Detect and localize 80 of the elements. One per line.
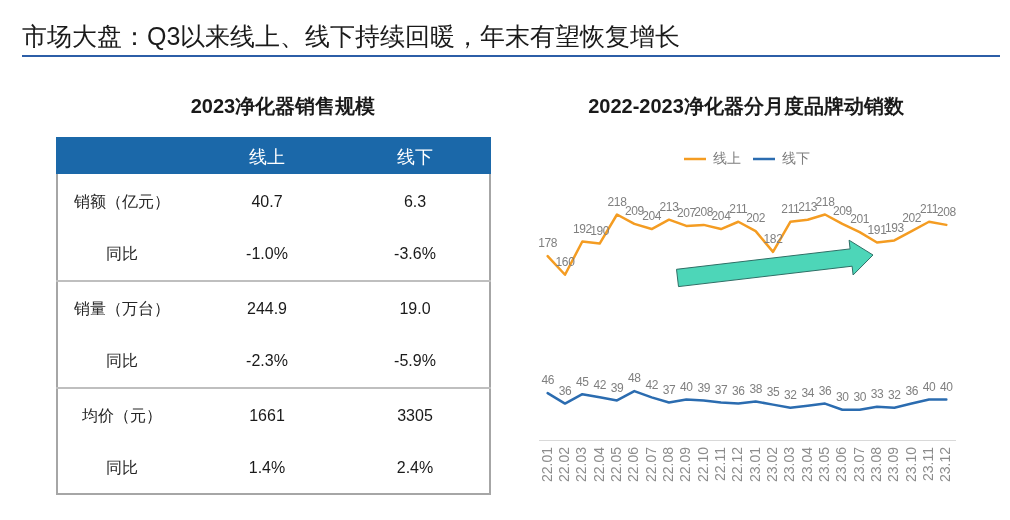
data-label: 30 [836, 390, 850, 405]
data-label: 35 [766, 384, 780, 399]
legend-label: 线下 [782, 149, 810, 166]
data-label: 36 [732, 383, 746, 398]
x-tick-label: 22.09 [677, 446, 694, 483]
data-label: 45 [576, 374, 590, 389]
data-label: 37 [662, 382, 676, 397]
data-label: 37 [714, 382, 728, 397]
data-label: 46 [541, 373, 555, 388]
x-tick-label: 23.02 [763, 446, 780, 483]
x-tick-label: 23.11 [919, 446, 936, 481]
data-label: 40 [680, 379, 694, 394]
category-label: 同比 [106, 245, 138, 263]
data-label: 178 [538, 236, 558, 251]
data-label: 213 [659, 200, 680, 215]
text: 1661 [249, 406, 285, 424]
chart-title: 2022-2023净化器分月度品牌动销数 [588, 95, 904, 117]
text: 40.7 [251, 192, 283, 210]
x-tick-label: 22.01 [538, 446, 555, 483]
text: 3305 [397, 406, 433, 424]
data-label: 208 [936, 205, 957, 220]
x-tick-label: 22.07 [642, 446, 659, 483]
data-label: 33 [870, 387, 884, 401]
x-tick-label: 23.12 [937, 446, 954, 483]
category-label: 销量（万台） [74, 299, 170, 317]
x-tick-label: 23.05 [815, 446, 832, 483]
data-label: 40 [922, 379, 936, 394]
data-label: 218 [607, 194, 628, 209]
text: 6.3 [403, 192, 427, 210]
data-label: 201 [850, 212, 870, 227]
text: -3.6% [394, 245, 436, 263]
x-tick-label: 23.06 [833, 446, 850, 483]
category-label: 销额（亿元） [74, 192, 170, 210]
data-label: 39 [697, 380, 711, 395]
text: 2023净化器销售规模 [190, 95, 376, 117]
text: 2.4% [396, 459, 434, 477]
x-tick-label: 22.11 [711, 446, 728, 481]
data-label: 40 [940, 379, 954, 394]
text: -1.0% [246, 245, 288, 263]
data-label: 48 [628, 371, 642, 386]
data-label: 42 [645, 377, 659, 392]
x-tick-label: 22.02 [555, 446, 572, 483]
data-label: 32 [784, 388, 798, 403]
data-label: 213 [798, 200, 818, 215]
text: 19.0 [399, 299, 431, 317]
data-label: 32 [888, 388, 902, 403]
x-tick-label: 22.04 [590, 446, 607, 483]
x-tick-label: 23.03 [781, 446, 798, 483]
x-tick-label: 22.03 [573, 446, 590, 483]
text: 市场大盘：Q3以来线上、线下持续回暖，年末有望恢复增长 [22, 22, 681, 50]
x-tick-label: 22.10 [694, 446, 711, 483]
x-tick-label: 23.01 [746, 446, 763, 483]
x-tick-label: 22.08 [659, 446, 676, 483]
x-tick-label: 23.09 [885, 446, 902, 483]
category-label: 线上 [249, 146, 285, 167]
x-tick-label: 23.07 [850, 446, 867, 483]
x-tick-label: 23.04 [798, 446, 815, 483]
text: -2.3% [246, 352, 288, 370]
text: 244.9 [246, 299, 288, 317]
category-label: 线下 [397, 146, 433, 167]
text: 1.4% [248, 459, 286, 477]
data-label: 42 [593, 377, 607, 392]
category-label: 同比 [106, 352, 138, 370]
data-label: 36 [558, 383, 572, 398]
data-label: 202 [746, 211, 766, 226]
category-label: 均价（元） [82, 406, 162, 424]
data-label: 36 [818, 383, 832, 398]
data-label: 34 [801, 385, 815, 400]
legend-label: 线上 [713, 149, 741, 166]
data-label: 36 [905, 383, 919, 398]
x-tick-label: 23.10 [902, 446, 919, 483]
x-tick-label: 22.06 [625, 446, 642, 483]
data-label: 39 [610, 380, 624, 395]
text: -5.9% [394, 352, 436, 370]
data-label: 38 [749, 381, 763, 396]
category-label: 同比 [106, 459, 138, 477]
x-tick-label: 22.05 [607, 446, 624, 483]
data-label: 30 [853, 390, 867, 405]
x-tick-label: 23.08 [867, 446, 884, 483]
x-tick-label: 22.12 [729, 446, 746, 483]
